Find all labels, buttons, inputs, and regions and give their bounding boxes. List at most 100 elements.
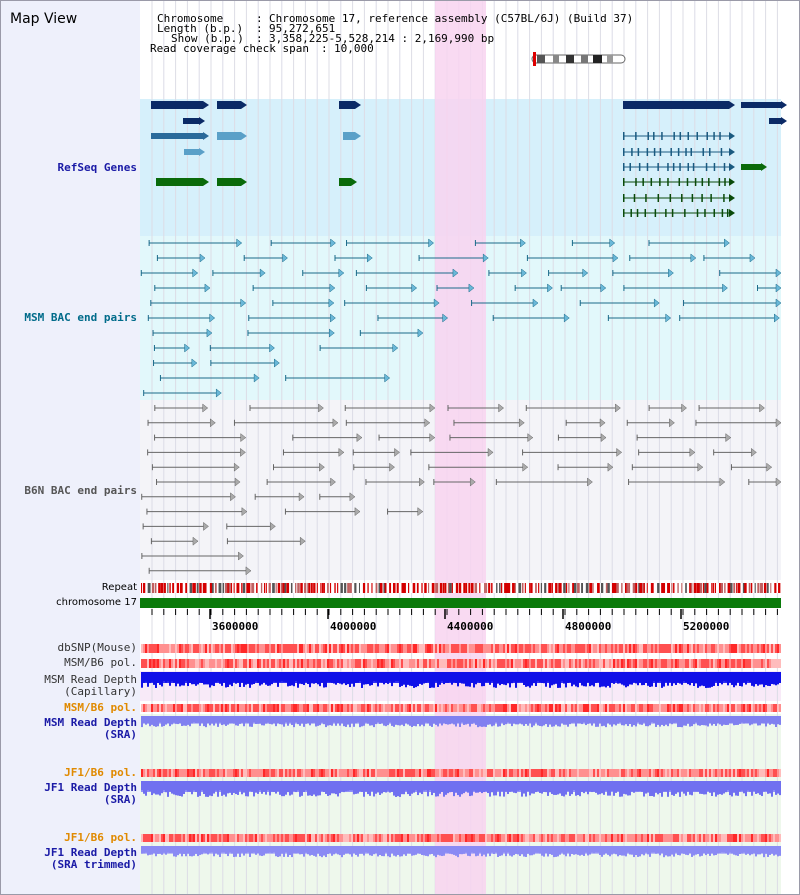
repeat-element — [704, 583, 708, 593]
polymorphism-heat-cell — [465, 659, 467, 668]
polymorphism-heat-cell — [723, 704, 725, 712]
polymorphism-heat-cell — [425, 769, 427, 777]
polymorphism-heat-cell — [351, 834, 353, 842]
depth-bar — [517, 781, 519, 791]
repeat-element — [439, 583, 443, 593]
refseq-exon — [629, 163, 631, 171]
depth-bar — [183, 846, 185, 854]
chromosome-ideogram[interactable] — [531, 52, 626, 66]
polymorphism-heat-cell — [631, 659, 633, 668]
polymorphism-heat-cell — [373, 769, 375, 777]
track-label-jf1-pol-2[interactable]: JF1/B6 pol. — [64, 831, 137, 844]
track-label-msm-bac[interactable]: MSM BAC end pairs — [24, 311, 137, 324]
depth-bar — [669, 716, 671, 724]
polymorphism-heat-cell — [367, 659, 369, 668]
track-label-chromosome[interactable]: chromosome 17 — [56, 597, 137, 608]
polymorphism-heat-cell — [427, 644, 429, 653]
depth-bar — [285, 781, 287, 795]
repeat-element — [657, 583, 660, 593]
depth-bar — [749, 781, 751, 792]
depth-bar — [777, 672, 779, 685]
polymorphism-heat-cell — [463, 769, 465, 777]
msm-bac-pairs — [140, 238, 782, 398]
depth-bar — [631, 846, 633, 855]
depth-bar — [485, 781, 487, 792]
track-label-msm-pol[interactable]: MSM/B6 pol. — [64, 656, 137, 669]
polymorphism-heat-cell — [331, 659, 333, 668]
track-label-msm-depth-sra-1[interactable]: MSM Read Depth — [44, 716, 137, 729]
polymorphism-heat-cell — [423, 769, 425, 777]
polymorphism-heat-cell — [717, 644, 719, 653]
polymorphism-heat-cell — [561, 644, 563, 653]
track-label-msm-pol-2[interactable]: MSM/B6 pol. — [64, 701, 137, 714]
track-label-refseq[interactable]: RefSeq Genes — [57, 161, 137, 174]
repeat-element — [712, 583, 714, 593]
depth-bar — [317, 781, 319, 796]
depth-bar — [399, 716, 401, 726]
polymorphism-heat-cell — [687, 659, 689, 668]
polymorphism-heat-cell — [143, 834, 145, 842]
polymorphism-heat-cell — [289, 659, 291, 668]
depth-bar — [605, 716, 607, 728]
track-label-msm-depth-cap-1[interactable]: MSM Read Depth — [44, 673, 137, 686]
polymorphism-heat-cell — [497, 704, 499, 712]
polymorphism-heat-cell — [529, 644, 531, 653]
msm-bac-pair-arrow — [259, 268, 266, 278]
polymorphism-heat-cell — [147, 769, 149, 777]
depth-bar — [417, 672, 419, 687]
polymorphism-heat-cell — [685, 644, 687, 653]
polymorphism-heat-cell — [741, 659, 743, 668]
polymorphism-heat-cell — [149, 644, 151, 653]
depth-bar — [621, 672, 623, 685]
depth-bar — [699, 672, 701, 687]
track-label-jf1-depth-sra-1[interactable]: JF1 Read Depth — [44, 781, 137, 794]
polymorphism-heat-cell — [281, 769, 283, 777]
polymorphism-heat-cell — [197, 659, 199, 668]
polymorphism-heat-cell — [521, 834, 523, 842]
depth-bar — [389, 846, 391, 858]
polymorphism-heat-cell — [341, 834, 343, 842]
track-label-jf1-depth-trim-1[interactable]: JF1 Read Depth — [44, 846, 137, 859]
msm-bac-pair-arrow — [724, 238, 730, 248]
polymorphism-heat-cell — [417, 704, 419, 712]
polymorphism-heat-cell — [251, 644, 253, 653]
depth-bar — [353, 672, 355, 687]
b6n-bac-pair-arrow — [518, 418, 525, 428]
depth-bar — [255, 846, 257, 855]
depth-bar — [349, 781, 351, 791]
depth-bar — [601, 672, 603, 687]
refseq-exon — [623, 178, 625, 186]
depth-bar — [689, 716, 691, 727]
track-label-b6n-bac[interactable]: B6N BAC end pairs — [24, 484, 137, 497]
polymorphism-heat-cell — [475, 644, 477, 653]
repeat-element — [521, 583, 524, 593]
polymorphism-heat-cell — [379, 644, 381, 653]
depth-bar — [703, 846, 705, 854]
polymorphism-heat-cell — [477, 834, 479, 842]
repeat-element — [671, 583, 673, 593]
info-sep-4: : — [321, 42, 328, 55]
depth-bar — [355, 781, 357, 794]
depth-bar — [273, 846, 275, 853]
polymorphism-heat-cell — [197, 704, 199, 712]
polymorphism-heat-cell — [509, 704, 511, 712]
depth-bar — [149, 781, 151, 792]
depth-bar — [309, 672, 311, 688]
polymorphism-heat-cell — [525, 644, 527, 653]
depth-bar — [493, 846, 495, 854]
depth-bar — [341, 716, 343, 724]
track-label-jf1-pol[interactable]: JF1/B6 pol. — [64, 766, 137, 779]
polymorphism-heat-cell — [727, 644, 729, 653]
depth-bar — [223, 781, 225, 795]
polymorphism-heat-cell — [437, 769, 439, 777]
track-label-dbsnp[interactable]: dbSNP(Mouse) — [57, 641, 137, 654]
track-label-repeat[interactable]: Repeat — [101, 582, 137, 593]
depth-bar — [473, 846, 475, 853]
polymorphism-heat-cell — [305, 704, 307, 712]
polymorphism-heat-cell — [459, 644, 461, 653]
polymorphism-heat-cell — [515, 659, 517, 668]
b6n-bac-pair-arrow — [298, 492, 305, 502]
depth-bar — [249, 672, 251, 688]
polymorphism-heat-cell — [231, 644, 233, 653]
